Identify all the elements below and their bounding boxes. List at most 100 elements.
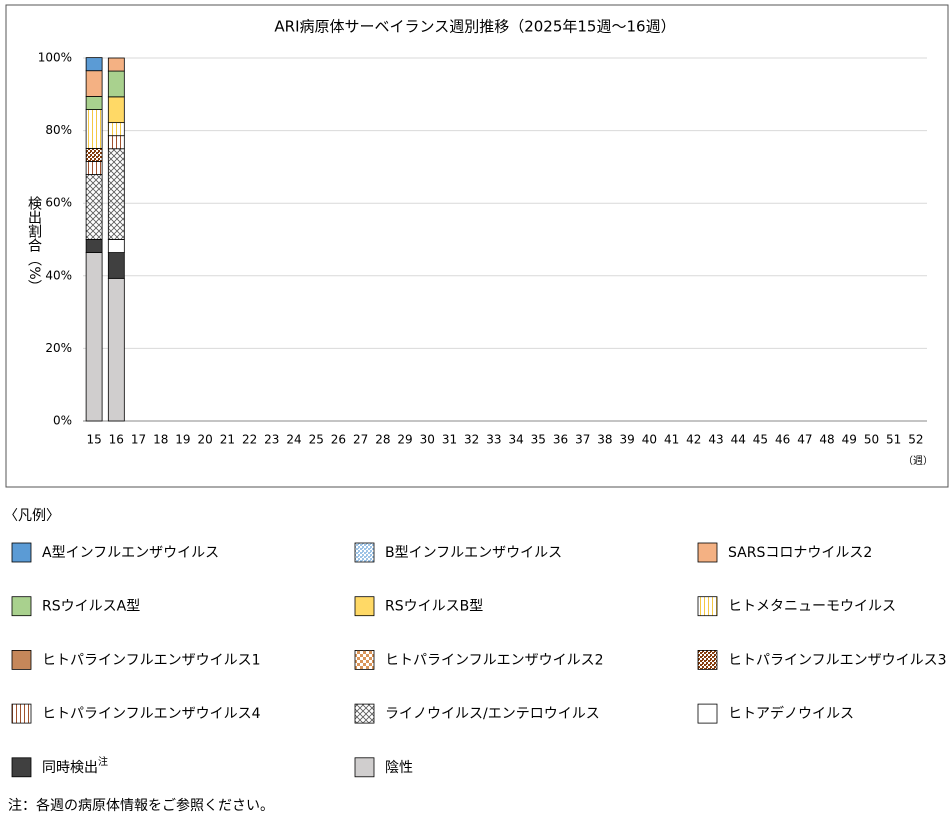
legend-swatch [697,650,718,670]
x-tick-label: 42 [686,433,701,447]
legend-text: ヒトパラインフルエンザウイルス4 [42,706,261,722]
legend-swatch [697,542,718,563]
y-tick-label: 20% [45,341,72,355]
y-axis-label: 検出割合（%） [26,196,42,293]
bar-segment [85,96,103,110]
legend-label: A型インフルエンザウイルス [42,545,219,561]
x-tick-label: 33 [486,433,501,447]
bar-segment [85,252,103,422]
legend-title: 〈凡例〉 [4,508,60,524]
legend-text: 同時検出 [42,760,98,776]
legend-text: RSウイルスA型 [42,599,140,615]
x-tick-label: 23 [264,433,279,447]
legend-label: RSウイルスA型 [42,599,140,615]
x-tick-label: 22 [242,433,257,447]
x-tick-label: 24 [286,433,301,447]
x-tick-label: 47 [797,433,812,447]
y-tick-label: 100% [38,51,72,65]
legend-swatch [11,542,32,563]
bar-segment [85,147,103,162]
x-tick-label: 28 [375,433,390,447]
footnote: 注：各週の病原体情報をご参照ください。 [8,797,274,814]
bar-segment [107,57,125,72]
legend-text: A型インフルエンザウイルス [42,545,219,561]
legend-text: ヒトパラインフルエンザウイルス3 [728,652,947,668]
legend-text: 陰性 [385,760,413,776]
legend-label: ライノウイルス/エンテロウイルス [385,706,600,722]
legend-text: RSウイルスB型 [385,599,483,615]
x-tick-label: 15 [86,433,101,447]
legend-swatch [11,650,32,670]
legend-label: ヒトアデノウイルス [728,705,854,722]
y-tick-label: 40% [45,268,72,282]
bar-segment [85,57,103,72]
bar-segment [85,239,103,253]
x-tick-label: 21 [220,433,235,447]
bar-segment [85,161,103,175]
x-tick-label: 52 [908,433,923,447]
x-tick-label: 25 [309,433,324,447]
x-tick-label: 17 [131,433,146,447]
y-tick-label: 80% [45,123,72,137]
x-tick-label: 48 [819,433,834,447]
legend-label: B型インフルエンザウイルス [385,545,562,561]
x-tick-label: 41 [664,433,679,447]
legend-label: 同時検出注 [42,755,108,776]
x-tick-label: 51 [886,433,901,447]
x-tick-label: 30 [420,433,435,447]
legend-label: SARSコロナウイルス2 [728,545,872,561]
legend-label: RSウイルスB型 [385,599,483,615]
x-tick-label: 45 [753,433,768,447]
legend-label: ヒトパラインフルエンザウイルス4 [42,706,261,722]
legend-text: B型インフルエンザウイルス [385,545,562,561]
x-unit-label: （週） [903,455,933,467]
legend-text: SARSコロナウイルス2 [728,545,872,561]
legend-swatch [697,703,718,724]
bar-segment [107,148,125,240]
bar-segment [107,135,125,150]
bar-segment [85,109,103,149]
x-tick-label: 20 [198,433,213,447]
legend-swatch [354,703,375,724]
chart-frame [5,4,949,488]
x-tick-label: 35 [531,433,546,447]
legend-swatch [11,596,32,617]
y-tick-label: 60% [45,196,72,210]
legend-text: ヒトパラインフルエンザウイルス2 [385,652,604,668]
bar-segment [107,70,125,98]
x-tick-label: 16 [109,433,124,447]
x-tick-label: 39 [620,433,635,447]
legend-text: ヒトメタニューモウイルス [728,599,896,615]
bar-segment [107,96,125,124]
legend-label: 陰性 [385,760,413,776]
bar-segment [107,277,125,422]
x-tick-label: 46 [775,433,790,447]
x-tick-label: 31 [442,433,457,447]
x-tick-label: 19 [175,433,190,447]
x-tick-label: 44 [731,433,746,447]
legend-swatch [697,596,718,617]
x-tick-label: 40 [642,433,657,447]
legend-swatch [11,757,32,778]
x-tick-label: 50 [864,433,879,447]
chart-title: ARI病原体サーベイランス週別推移（2025年15週～16週） [274,18,675,36]
legend-label: ヒトパラインフルエンザウイルス1 [42,652,261,668]
x-tick-label: 26 [331,433,346,447]
legend-label: ヒトパラインフルエンザウイルス2 [385,652,604,668]
x-tick-label: 49 [842,433,857,447]
y-tick-label: 0% [53,414,72,428]
legend-text: ヒトパラインフルエンザウイルス1 [42,652,261,668]
legend-label: ヒトメタニューモウイルス [728,599,896,615]
bar-segment [85,70,103,97]
x-tick-label: 32 [464,433,479,447]
bar-segment [107,252,125,279]
bar-segment [107,122,125,137]
bar-segment [107,239,125,253]
legend-note: 注 [98,755,108,768]
legend-swatch [354,596,375,617]
legend-swatch [11,703,32,724]
legend-text: ライノウイルス/エンテロウイルス [385,706,600,722]
legend-swatch [354,650,375,670]
x-tick-label: 37 [575,433,590,447]
